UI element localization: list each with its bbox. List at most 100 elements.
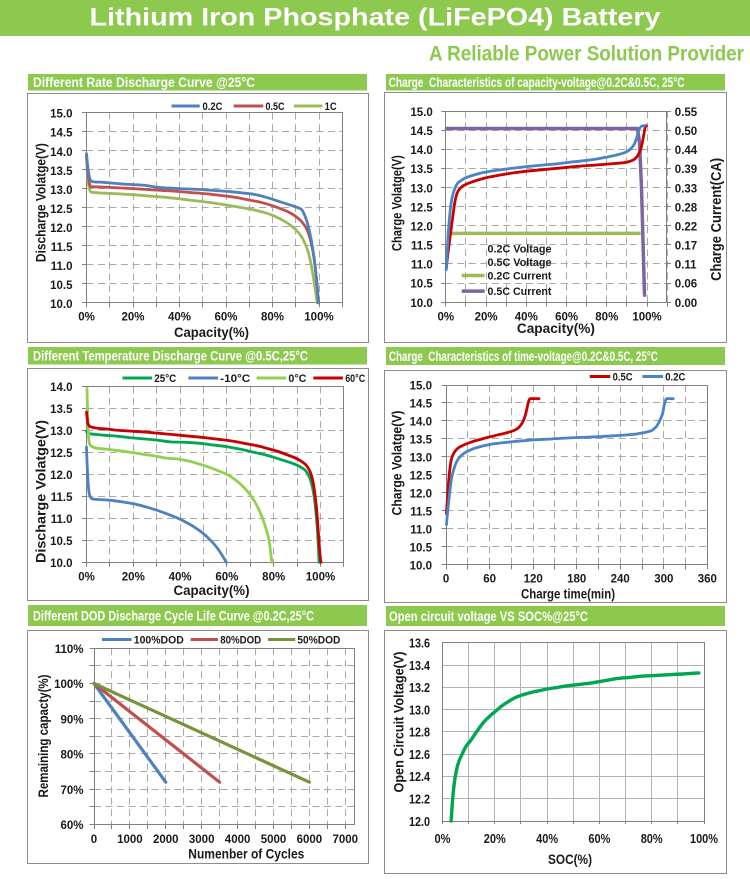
svg-text:Capacity(%): Capacity(%): [174, 324, 249, 340]
svg-text:13.5: 13.5: [50, 404, 73, 416]
svg-text:100%DOD: 100%DOD: [134, 635, 184, 647]
svg-text:12.8: 12.8: [409, 725, 430, 740]
svg-text:100%: 100%: [304, 311, 333, 323]
svg-text:13.6: 13.6: [409, 636, 430, 651]
svg-text:0.2C: 0.2C: [203, 101, 223, 113]
svg-text:10.0: 10.0: [50, 299, 72, 311]
svg-text:Charge Current(CA): Charge Current(CA): [708, 158, 725, 281]
svg-text:Charge time(min): Charge time(min): [521, 586, 615, 602]
svg-text:0.17: 0.17: [675, 241, 697, 253]
svg-text:12.4: 12.4: [409, 769, 431, 784]
svg-text:A Reliable Power Solution Prov: A Reliable Power Solution Provider: [429, 43, 744, 66]
svg-text:Lithium Iron Phosphate (LiFePO: Lithium Iron Phosphate (LiFePO4) Battery: [90, 4, 661, 32]
svg-text:40%: 40%: [169, 572, 192, 584]
svg-text:Capacity(%): Capacity(%): [517, 320, 595, 336]
svg-text:0.00: 0.00: [675, 298, 697, 310]
svg-text:100%: 100%: [54, 679, 83, 691]
svg-text:10.5: 10.5: [50, 536, 73, 548]
svg-text:Numenber of Cycles: Numenber of Cycles: [188, 846, 304, 862]
svg-text:Discharge Volatge(V): Discharge Volatge(V): [34, 143, 49, 262]
svg-text:60%: 60%: [555, 312, 578, 324]
svg-text:0.5C Voltage: 0.5C Voltage: [488, 257, 552, 269]
svg-text:Remaining capacty(%): Remaining capacty(%): [36, 675, 51, 798]
svg-text:0.2C Current: 0.2C Current: [488, 271, 552, 283]
svg-text:12.5: 12.5: [50, 448, 73, 460]
svg-text:5000: 5000: [261, 834, 287, 846]
svg-text:11.0: 11.0: [51, 514, 73, 526]
svg-text:40%: 40%: [168, 311, 191, 323]
svg-text:40%: 40%: [515, 312, 538, 324]
svg-text:80%: 80%: [261, 311, 284, 323]
svg-text:80%: 80%: [262, 572, 285, 584]
svg-text:14.5: 14.5: [410, 126, 433, 138]
svg-text:0.50: 0.50: [675, 126, 697, 138]
svg-text:10.0: 10.0: [410, 298, 432, 310]
svg-text:14.5: 14.5: [410, 399, 433, 411]
svg-text:12.5: 12.5: [410, 202, 433, 214]
svg-text:10.5: 10.5: [410, 279, 433, 291]
svg-text:1000: 1000: [117, 834, 143, 846]
svg-text:0%: 0%: [435, 831, 451, 846]
svg-text:80%: 80%: [60, 750, 83, 762]
svg-text:7000: 7000: [333, 834, 359, 846]
svg-text:0°C: 0°C: [288, 373, 306, 385]
svg-text:14.5: 14.5: [50, 128, 73, 140]
svg-text:13.5: 13.5: [410, 164, 433, 176]
svg-text:2000: 2000: [153, 834, 179, 846]
svg-text:0.44: 0.44: [675, 145, 698, 157]
svg-text:12.5: 12.5: [50, 204, 73, 216]
svg-text:60: 60: [483, 574, 496, 586]
svg-text:15.0: 15.0: [410, 381, 432, 393]
svg-text:14.0: 14.0: [410, 417, 432, 429]
svg-text:13.2: 13.2: [409, 680, 430, 695]
svg-text:0: 0: [91, 834, 97, 846]
svg-text:0.22: 0.22: [675, 222, 697, 234]
svg-text:300: 300: [654, 574, 673, 586]
svg-text:120: 120: [524, 574, 543, 586]
svg-text:80%: 80%: [641, 831, 663, 846]
svg-text:12.0: 12.0: [50, 223, 72, 235]
svg-text:Open circuit voltage VS SOC%@2: Open circuit voltage VS SOC%@25°C: [389, 609, 588, 624]
svg-text:60%: 60%: [60, 820, 83, 832]
svg-text:40%: 40%: [536, 831, 558, 846]
svg-text:60%: 60%: [215, 572, 238, 584]
svg-text:100%: 100%: [306, 572, 335, 584]
svg-text:Charge Volatge(V): Charge Volatge(V): [390, 155, 405, 251]
svg-text:11.5: 11.5: [51, 492, 73, 504]
svg-text:Charge Volatge(V): Charge Volatge(V): [390, 411, 405, 516]
svg-text:12.0: 12.0: [410, 489, 432, 501]
svg-text:360: 360: [698, 574, 717, 586]
svg-text:11.0: 11.0: [410, 525, 432, 537]
svg-text:60°C: 60°C: [345, 373, 365, 385]
svg-text:6000: 6000: [297, 834, 323, 846]
svg-text:12.0: 12.0: [410, 222, 432, 234]
svg-text:100%: 100%: [632, 312, 661, 324]
svg-text:0.55: 0.55: [675, 107, 698, 119]
svg-text:Discharge Volatge(V): Discharge Volatge(V): [34, 420, 49, 563]
svg-text:11.5: 11.5: [411, 241, 433, 253]
svg-text:0.5C: 0.5C: [266, 101, 285, 113]
svg-text:25°C: 25°C: [154, 373, 176, 385]
svg-text:10.5: 10.5: [50, 280, 73, 292]
svg-text:0%: 0%: [78, 311, 95, 323]
svg-text:20%: 20%: [122, 572, 145, 584]
svg-text:13.0: 13.0: [50, 185, 72, 197]
svg-text:90%: 90%: [60, 714, 83, 726]
svg-text:110%: 110%: [55, 644, 84, 656]
svg-text:SOC(%): SOC(%): [548, 852, 592, 867]
svg-text:15.0: 15.0: [50, 109, 72, 121]
svg-text:12.5: 12.5: [410, 471, 433, 483]
svg-text:11.0: 11.0: [51, 261, 73, 273]
svg-text:-10°C: -10°C: [220, 373, 250, 385]
svg-text:Open Circuit Voltage(V): Open Circuit Voltage(V): [392, 652, 407, 793]
svg-text:Charge Characteristics of cap: Charge Characteristics of capacity-volta…: [389, 75, 685, 90]
svg-text:14.0: 14.0: [410, 145, 432, 157]
svg-text:11.0: 11.0: [411, 260, 433, 272]
svg-text:Charge Characteristics of tim: Charge Characteristics of time-voltage@0…: [389, 349, 658, 364]
svg-text:13.5: 13.5: [410, 435, 433, 447]
svg-text:80%: 80%: [595, 312, 618, 324]
svg-text:Different Temperature Discharg: Different Temperature Discharge Curve @0…: [33, 349, 308, 364]
svg-text:0.28: 0.28: [675, 202, 698, 214]
svg-text:1C: 1C: [325, 101, 337, 113]
svg-text:0%: 0%: [78, 572, 95, 584]
